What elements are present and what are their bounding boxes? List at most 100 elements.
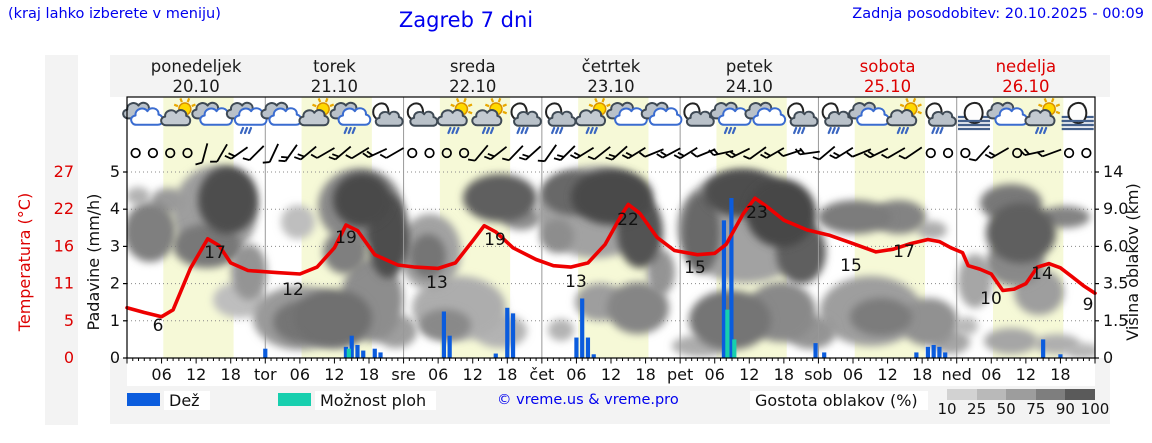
calm-wind-icon xyxy=(130,147,141,159)
wind-barb-icon xyxy=(262,143,279,164)
wind-barb-icon xyxy=(345,146,370,160)
rain-axis-title: Padavine (mm/h) xyxy=(84,194,103,331)
svg-text:18: 18 xyxy=(774,365,794,384)
day-label-band xyxy=(110,55,1110,97)
weather-icon-cloud xyxy=(260,101,303,126)
cloud-scale-label: 50 xyxy=(996,400,1016,418)
wind-barb-icon xyxy=(794,147,820,156)
calm-wind-icon xyxy=(147,147,159,159)
wind-barb-icon xyxy=(278,144,298,163)
temp-axis-ticks: 27 22 16 11 5 0 xyxy=(54,162,74,367)
cloud-scale-segment xyxy=(947,389,977,400)
svg-text:17: 17 xyxy=(204,243,226,263)
svg-text:1: 1 xyxy=(110,311,120,330)
svg-text:18: 18 xyxy=(221,365,241,384)
svg-text:18: 18 xyxy=(635,365,655,384)
svg-text:sre: sre xyxy=(391,365,415,384)
cloud-height-axis-title: Višina oblakov (km) xyxy=(1123,183,1142,340)
weather-icons xyxy=(122,97,1094,135)
svg-text:12: 12 xyxy=(877,365,897,384)
weather-icon-moon-cloud-drizzle xyxy=(545,102,577,135)
day-date: 24.10 xyxy=(726,77,773,96)
svg-text:06: 06 xyxy=(843,365,863,384)
cloud-scale-segment xyxy=(976,389,1007,400)
weather-icon-cloud-drizzle xyxy=(709,101,752,135)
wind-barb-icon xyxy=(743,146,767,160)
weather-icon-cloud xyxy=(986,101,1029,126)
wind-barb-icon xyxy=(362,147,388,159)
wind-barb-icon xyxy=(518,145,542,161)
wind-barb-icon xyxy=(656,147,681,159)
rain-axis-ticks: 5 4 3 2 1 0 xyxy=(110,162,127,367)
svg-text:9.0: 9.0 xyxy=(1103,199,1128,218)
wind-barb-icon xyxy=(587,146,611,160)
calm-wind-icon xyxy=(1063,147,1075,159)
cloud-density-scale-labels: 10 25 50 75 90 100 xyxy=(937,400,1109,418)
rain-bars xyxy=(263,198,1063,358)
svg-text:13: 13 xyxy=(565,272,587,292)
svg-text:22: 22 xyxy=(617,210,639,230)
svg-text:12: 12 xyxy=(282,280,304,300)
svg-text:6.0: 6.0 xyxy=(1103,236,1128,255)
svg-text:15: 15 xyxy=(684,258,706,278)
wind-barb-icon xyxy=(708,148,734,156)
rain-legend-label: Dež xyxy=(164,391,210,410)
wind-barb-icon xyxy=(1019,148,1045,156)
day-name: sobota xyxy=(860,57,916,76)
shower-bars xyxy=(346,309,737,358)
svg-text:14: 14 xyxy=(1103,162,1123,181)
temperature-labels: 6 17 12 19 13 19 13 22 15 23 15 17 10 14 9 xyxy=(153,203,1094,336)
svg-text:19: 19 xyxy=(335,228,357,248)
day-date: 21.10 xyxy=(311,77,358,96)
svg-text:1.5: 1.5 xyxy=(1103,311,1128,330)
svg-text:0: 0 xyxy=(64,348,74,367)
wind-barb-icon xyxy=(502,145,524,162)
svg-text:3.5: 3.5 xyxy=(1103,274,1128,293)
weather-icon-sun-cloud-drizzle xyxy=(436,97,473,135)
svg-text:18: 18 xyxy=(497,365,517,384)
wind-barb-icon xyxy=(863,147,889,159)
wind-barbs xyxy=(130,143,1092,166)
svg-text:čet: čet xyxy=(529,365,554,384)
wind-barb-icon xyxy=(984,147,1010,159)
svg-text:5: 5 xyxy=(64,311,74,330)
calm-wind-icon xyxy=(960,147,971,159)
svg-text:06: 06 xyxy=(428,365,448,384)
day-name: petek xyxy=(726,57,773,76)
svg-text:06: 06 xyxy=(566,365,586,384)
svg-text:06: 06 xyxy=(981,365,1001,384)
weather-icon-moon-fog xyxy=(1061,102,1094,131)
weather-icon-moon-cloud xyxy=(372,102,404,127)
wind-barb-icon xyxy=(195,143,209,166)
day-name: sreda xyxy=(450,57,496,76)
calm-wind-icon xyxy=(925,147,936,159)
wind-barb-icon xyxy=(379,147,405,159)
svg-text:12: 12 xyxy=(1016,365,1036,384)
wind-barb-icon xyxy=(310,147,335,159)
weather-icon-sun-cloud xyxy=(160,97,196,127)
temperature-line xyxy=(125,196,1097,319)
svg-text:06: 06 xyxy=(705,365,725,384)
calm-wind-icon xyxy=(458,147,470,159)
weather-icon-cloud-drizzle xyxy=(329,101,372,135)
wind-barb-icon xyxy=(968,144,991,162)
svg-text:4: 4 xyxy=(110,199,120,218)
weather-icon-cloud xyxy=(640,101,683,126)
weather-icon-sun-cloud-drizzle xyxy=(471,97,508,135)
svg-text:sob: sob xyxy=(804,365,832,384)
weather-icon-cloud xyxy=(122,101,164,126)
x-axis: 06 12 18 06 12 18 tor 06 12 18 sre 06 12 18 čet 06 12 18 p… xyxy=(126,358,1096,384)
svg-text:0: 0 xyxy=(110,348,120,367)
height-axis-ticks: 14 9.0 6.0 3.5 1.5 0 xyxy=(1095,162,1128,367)
wind-barb-icon xyxy=(1036,148,1062,158)
svg-text:9: 9 xyxy=(1083,295,1094,315)
wind-barb-icon xyxy=(760,147,785,159)
svg-text:12: 12 xyxy=(463,365,483,384)
day-name: ponedeljek xyxy=(151,57,242,76)
svg-text:6: 6 xyxy=(153,316,164,336)
svg-text:15: 15 xyxy=(840,256,862,276)
svg-text:12: 12 xyxy=(186,365,206,384)
svg-text:3: 3 xyxy=(110,236,120,255)
